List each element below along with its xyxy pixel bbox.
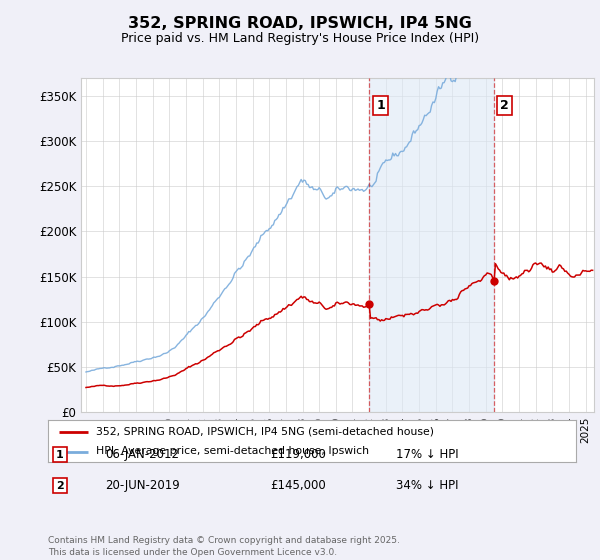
Text: 17% ↓ HPI: 17% ↓ HPI	[396, 448, 458, 461]
Text: 34% ↓ HPI: 34% ↓ HPI	[396, 479, 458, 492]
Text: 2: 2	[500, 99, 509, 112]
Text: Price paid vs. HM Land Registry's House Price Index (HPI): Price paid vs. HM Land Registry's House …	[121, 32, 479, 45]
Text: £119,000: £119,000	[270, 448, 326, 461]
Text: 1: 1	[376, 99, 385, 112]
Text: 06-JAN-2012: 06-JAN-2012	[105, 448, 179, 461]
Text: HPI: Average price, semi-detached house, Ipswich: HPI: Average price, semi-detached house,…	[95, 446, 368, 456]
Text: 2: 2	[56, 480, 64, 491]
Text: Contains HM Land Registry data © Crown copyright and database right 2025.
This d: Contains HM Land Registry data © Crown c…	[48, 536, 400, 557]
Text: 1: 1	[56, 450, 64, 460]
Text: 352, SPRING ROAD, IPSWICH, IP4 5NG: 352, SPRING ROAD, IPSWICH, IP4 5NG	[128, 16, 472, 31]
Text: £145,000: £145,000	[270, 479, 326, 492]
Text: 352, SPRING ROAD, IPSWICH, IP4 5NG (semi-detached house): 352, SPRING ROAD, IPSWICH, IP4 5NG (semi…	[95, 427, 434, 437]
Text: 20-JUN-2019: 20-JUN-2019	[105, 479, 180, 492]
Bar	[370, 78, 494, 412]
